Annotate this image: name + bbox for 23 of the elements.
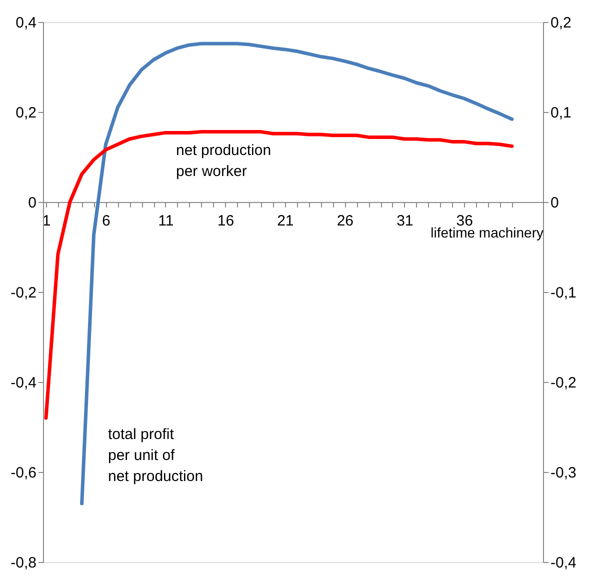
y2-tick-label: 0,2 bbox=[550, 14, 572, 32]
y-tick-label: 0,4 bbox=[16, 14, 36, 32]
y2-tick-label: -0,2 bbox=[550, 374, 576, 392]
x-tick-label: 1 bbox=[42, 212, 51, 230]
y2-tick-label: 0 bbox=[550, 194, 559, 212]
y-tick-label: 0,2 bbox=[16, 104, 36, 122]
x-tick-label: 16 bbox=[217, 212, 234, 230]
x-tick-label: 11 bbox=[158, 212, 174, 230]
x-tick-label: 31 bbox=[396, 212, 414, 230]
y-tick-label: -0,4 bbox=[10, 374, 36, 392]
x-tick-label: 6 bbox=[102, 212, 110, 230]
x-tick-label: 21 bbox=[277, 212, 294, 230]
y2-tick-label: -0,4 bbox=[550, 554, 576, 572]
y2-tick-label: -0,1 bbox=[550, 284, 576, 302]
y-tick-label: -0,8 bbox=[10, 554, 36, 572]
y2-tick-label: 0,1 bbox=[550, 104, 572, 122]
series-label: total profit per unit of net production bbox=[108, 426, 204, 485]
y-tick-label: -0,2 bbox=[10, 284, 36, 302]
y-tick-label: 0 bbox=[28, 194, 36, 212]
y-tick-label: -0,6 bbox=[10, 464, 36, 482]
x-tick-label: 26 bbox=[336, 212, 354, 230]
y2-tick-label: -0,3 bbox=[550, 464, 576, 482]
series-label: net production per worker bbox=[176, 142, 272, 180]
